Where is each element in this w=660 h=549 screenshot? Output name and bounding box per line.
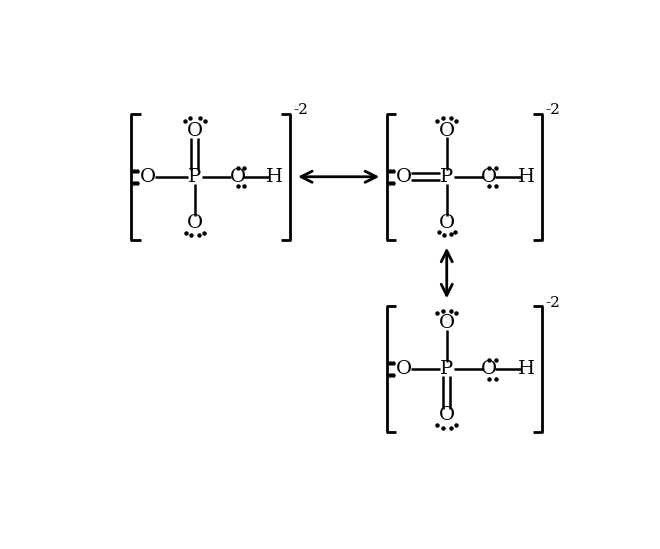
- Text: P: P: [440, 168, 453, 186]
- Text: O: O: [439, 214, 455, 232]
- Text: O: O: [396, 360, 412, 378]
- Text: P: P: [188, 168, 201, 186]
- Text: O: O: [439, 406, 455, 424]
- Text: O: O: [141, 168, 156, 186]
- Text: O: O: [481, 168, 498, 186]
- Text: P: P: [440, 360, 453, 378]
- Text: O: O: [230, 168, 246, 186]
- Text: O: O: [187, 121, 203, 139]
- Text: H: H: [518, 168, 535, 186]
- Text: O: O: [439, 121, 455, 139]
- Text: O: O: [187, 214, 203, 232]
- Text: H: H: [518, 360, 535, 378]
- Text: O: O: [439, 314, 455, 332]
- Text: H: H: [266, 168, 283, 186]
- Text: -2: -2: [545, 296, 560, 310]
- Text: -2: -2: [293, 103, 308, 117]
- Text: O: O: [481, 360, 498, 378]
- Text: O: O: [396, 168, 412, 186]
- Text: -2: -2: [545, 103, 560, 117]
